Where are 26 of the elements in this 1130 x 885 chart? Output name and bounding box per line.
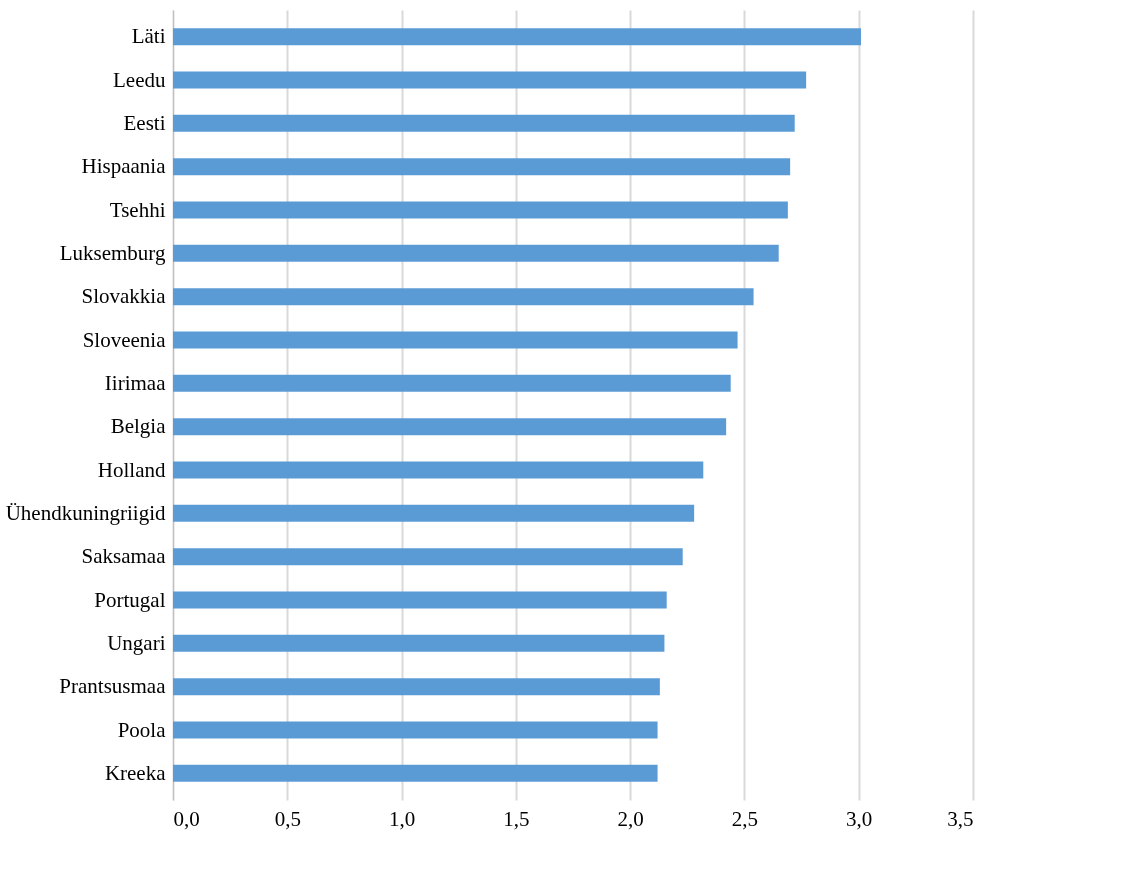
y-tick-label: Holland bbox=[97, 457, 166, 482]
y-tick-label: Sloveenia bbox=[82, 327, 167, 352]
x-tick-label: 1,0 bbox=[388, 806, 416, 831]
y-tick-label: Slovakkia bbox=[81, 284, 167, 309]
y-tick-label: Leedu bbox=[113, 67, 166, 92]
y-tick-label: Eesti bbox=[123, 110, 166, 135]
y-tick-label: Ühendkuningriigid bbox=[5, 500, 166, 525]
y-tick-label: Läti bbox=[131, 24, 166, 49]
y-tick-label: Ungari bbox=[107, 630, 166, 655]
x-tick-label: 3,0 bbox=[846, 806, 873, 831]
y-tick-label: Poola bbox=[117, 717, 167, 742]
y-tick-label: Saksamaa bbox=[81, 544, 167, 569]
x-tick-label: 2,5 bbox=[731, 806, 759, 831]
x-tick-label: 1,5 bbox=[503, 806, 530, 831]
y-tick-label: Hispaania bbox=[81, 154, 167, 179]
y-tick-label: Portugal bbox=[94, 587, 166, 612]
x-tick-label: 0,5 bbox=[274, 806, 301, 831]
y-tick-label: Kreeka bbox=[104, 760, 167, 785]
x-tick-label: 0,0 bbox=[173, 806, 200, 831]
y-tick-label: Luksemburg bbox=[59, 240, 166, 265]
y-tick-label: Belgia bbox=[110, 414, 167, 439]
y-tick-label: Iirimaa bbox=[104, 370, 167, 395]
x-tick-label: 2,0 bbox=[617, 806, 644, 831]
y-tick-label: Prantsusmaa bbox=[59, 674, 167, 699]
y-tick-label: Tsehhi bbox=[109, 197, 166, 222]
x-tick-label: 3,5 bbox=[947, 806, 974, 831]
